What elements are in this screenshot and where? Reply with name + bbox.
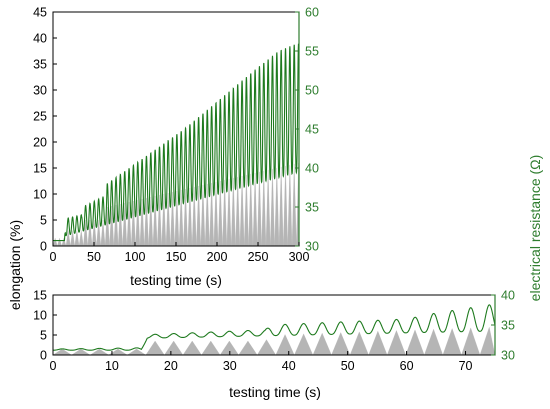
elongation-cycle (294, 333, 314, 356)
elongation-cycle (278, 166, 284, 247)
y-tick-label: 10 (33, 309, 47, 323)
elongation-cycle (182, 340, 202, 356)
elongation-cycle (291, 163, 297, 247)
y2-tick-label: 60 (305, 6, 319, 20)
elongation-cycle (274, 167, 280, 247)
y-tick-label: 40 (33, 32, 47, 46)
elongation-cycle (265, 169, 271, 247)
x-tick-label: 200 (207, 250, 228, 264)
y2-axis-label: electrical resistance (Ω) (527, 155, 543, 302)
x-tick-label: 40 (282, 359, 296, 373)
y2-tick-label: 55 (305, 45, 319, 59)
elongation-cycle (270, 168, 275, 247)
x-tick-label: 0 (50, 250, 57, 264)
y2-tick-label: 30 (501, 349, 515, 363)
y2-tick-label: 40 (501, 289, 515, 303)
y-tick-label: 25 (33, 110, 47, 124)
top-x-axis-label: testing time (s) (130, 272, 222, 288)
elongation-cycle (442, 328, 462, 356)
elongation-cycle (424, 328, 444, 356)
top-elongation-area (52, 162, 300, 247)
elongation-cycle (386, 330, 406, 356)
y-tick-label: 35 (33, 58, 47, 72)
y-tick-label: 15 (33, 289, 47, 303)
elongation-cycle (349, 331, 369, 356)
elongation-cycle (256, 339, 277, 356)
y2-tick-label: 40 (305, 162, 319, 176)
y-tick-label: 45 (33, 6, 47, 20)
x-tick-label: 50 (341, 359, 355, 373)
elongation-cycle (145, 340, 165, 356)
x-tick-label: 20 (164, 359, 178, 373)
top-panel: 0 50 100 150 200 250 300 0 5 10 15 20 25 30 35 40 45 30… (33, 6, 319, 289)
elongation-cycle (287, 164, 293, 247)
y2-tick-label: 35 (501, 319, 515, 333)
elongation-cycle (57, 237, 62, 247)
x-tick-label: 50 (87, 250, 101, 264)
elongation-cycle (283, 165, 288, 247)
x-tick-label: 0 (50, 359, 57, 373)
y-tick-label: 30 (33, 84, 47, 98)
elongation-cycle (368, 330, 388, 356)
elongation-cycle (61, 237, 67, 247)
elongation-cycle (52, 237, 58, 247)
x-tick-label: 250 (248, 250, 269, 264)
x-tick-label: 70 (459, 359, 473, 373)
y-tick-label: 10 (33, 188, 47, 202)
elongation-cycle (479, 326, 496, 356)
y-axis-label: elongation (%) (7, 220, 23, 310)
y2-tick-label: 50 (305, 84, 319, 98)
y-tick-label: 15 (33, 162, 47, 176)
y2-tick-label: 30 (305, 240, 319, 254)
y-tick-label: 0 (40, 240, 47, 254)
x-tick-label: 10 (105, 359, 119, 373)
top-resistance-line (53, 43, 300, 242)
x-tick-label: 60 (400, 359, 414, 373)
elongation-cycle (461, 327, 481, 356)
y-tick-label: 20 (33, 136, 47, 150)
y2-tick-label: 35 (305, 201, 319, 215)
x-tick-label: 150 (166, 250, 187, 264)
elongation-cycle (275, 334, 295, 356)
bottom-elongation-area (52, 326, 496, 356)
x-tick-label: 300 (289, 250, 310, 264)
elongation-cycle (201, 340, 221, 356)
elongation-cycle (164, 340, 184, 356)
x-tick-label: 100 (125, 250, 146, 264)
elongation-cycle (78, 230, 84, 247)
y-tick-label: 5 (40, 214, 47, 228)
y-tick-label: 0 (40, 349, 47, 363)
bottom-panel: 0 10 20 30 40 50 60 70 0 5 10 15 30 35 40 testing ti… (33, 289, 515, 401)
elongation-cycle (261, 170, 267, 247)
elongation-cycle (405, 329, 425, 356)
y-tick-label: 5 (40, 329, 47, 343)
y2-tick-label: 45 (305, 123, 319, 137)
bottom-x-axis-label: testing time (s) (229, 384, 321, 400)
elongation-cycle (238, 340, 258, 356)
elongation-cycle (312, 332, 332, 356)
x-tick-label: 30 (223, 359, 237, 373)
bottom-resistance-line (53, 304, 496, 351)
